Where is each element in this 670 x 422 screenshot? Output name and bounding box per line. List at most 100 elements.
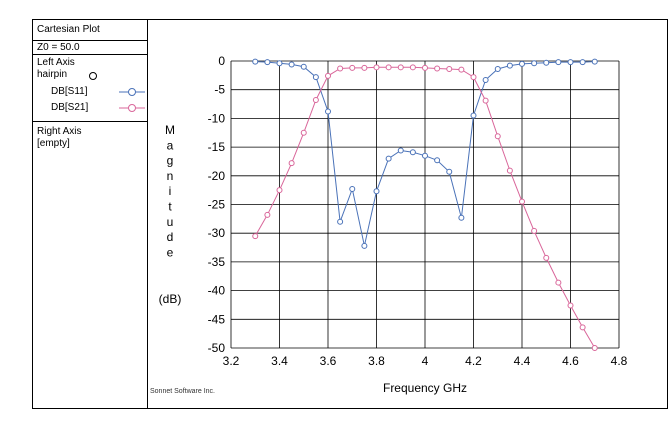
y-tick-label: -20 bbox=[208, 169, 226, 183]
data-point-dbs21 bbox=[555, 279, 562, 286]
legend-label-s21: DB[S21] bbox=[51, 102, 89, 113]
y-tick-label: -40 bbox=[208, 284, 226, 298]
data-point-dbs11 bbox=[531, 60, 538, 67]
data-point-dbs11 bbox=[494, 66, 501, 73]
y-axis-label-letter: e bbox=[167, 245, 174, 259]
data-point-dbs11 bbox=[470, 112, 477, 119]
x-tick-label: 4 bbox=[422, 354, 429, 368]
data-point-dbs11 bbox=[434, 157, 441, 164]
data-point-dbs11 bbox=[422, 152, 428, 159]
data-point-dbs11 bbox=[264, 59, 271, 66]
data-point-dbs11 bbox=[567, 59, 574, 66]
z0-label: Z0 = 50.0 bbox=[37, 42, 80, 53]
data-point-dbs11 bbox=[458, 214, 465, 221]
x-axis-label: Frequency GHz bbox=[383, 381, 467, 395]
plot-area: 3.2 3.4 3.6 3.8 4 4.2 4.4 4.6 4.8 0 -5 -10 -15 -20 -25… bbox=[148, 20, 667, 408]
data-point-dbs11 bbox=[300, 63, 307, 70]
data-point-dbs21 bbox=[288, 160, 295, 167]
data-point-dbs11 bbox=[252, 58, 259, 65]
y-axis-label-letter: n bbox=[167, 169, 174, 183]
data-point-dbs11 bbox=[506, 62, 513, 69]
data-point-dbs21 bbox=[349, 64, 356, 71]
legend-label-s11: DB[S11] bbox=[51, 86, 88, 97]
x-tick-label: 3.6 bbox=[320, 354, 337, 368]
legend-swatch-s11 bbox=[119, 88, 145, 96]
data-point-dbs11 bbox=[543, 59, 550, 66]
z0-section: Z0 = 50.0 bbox=[33, 41, 147, 55]
x-tick-label: 4.4 bbox=[514, 354, 531, 368]
data-point-dbs11 bbox=[397, 147, 404, 154]
y-tick-label: -10 bbox=[208, 111, 226, 125]
data-point-dbs21 bbox=[422, 64, 428, 71]
data-point-dbs11 bbox=[579, 59, 586, 66]
x-tick-label: 3.4 bbox=[271, 354, 288, 368]
data-point-dbs21 bbox=[252, 233, 259, 240]
data-point-dbs11 bbox=[591, 58, 598, 65]
y-tick-label: -35 bbox=[208, 255, 226, 269]
right-axis-label: Right Axis bbox=[37, 126, 82, 137]
data-point-dbs11 bbox=[337, 218, 344, 225]
data-point-dbs21 bbox=[591, 345, 598, 351]
data-point-dbs21 bbox=[337, 65, 344, 72]
data-point-dbs11 bbox=[555, 59, 562, 66]
cartesian-chart: 3.2 3.4 3.6 3.8 4 4.2 4.4 4.6 4.8 0 -5 -10 -15 -20 -25… bbox=[159, 54, 628, 395]
data-point-dbs21 bbox=[276, 187, 283, 194]
data-point-dbs21 bbox=[409, 64, 416, 71]
title-section: Cartesian Plot bbox=[33, 20, 147, 41]
y-axis-label-letter: t bbox=[168, 200, 172, 214]
x-tick-label: 4.8 bbox=[611, 354, 628, 368]
data-point-dbs11 bbox=[519, 60, 525, 67]
data-point-dbs21 bbox=[458, 66, 465, 73]
data-point-dbs11 bbox=[349, 186, 356, 193]
dataset-name: hairpin bbox=[37, 69, 68, 80]
y-axis-unit: (dB) bbox=[159, 292, 182, 306]
y-axis-label-letter: d bbox=[167, 230, 174, 244]
data-point-dbs21 bbox=[446, 66, 453, 73]
y-axis-label-letter: i bbox=[169, 184, 172, 198]
dataset-circle-icon bbox=[89, 72, 97, 80]
x-tick-label: 4.2 bbox=[465, 354, 482, 368]
data-point-dbs21 bbox=[264, 211, 271, 218]
data-point-dbs21 bbox=[543, 254, 550, 261]
y-axis-label-letter: M bbox=[165, 123, 175, 137]
plot-title: Cartesian Plot bbox=[37, 24, 100, 35]
data-point-dbs21 bbox=[494, 133, 501, 140]
y-tick-label: -45 bbox=[208, 312, 226, 326]
y-tick-label: -30 bbox=[208, 226, 226, 240]
y-axis-label-letter: g bbox=[167, 154, 174, 168]
y-tick-label: -25 bbox=[208, 198, 226, 212]
data-point-dbs21 bbox=[579, 324, 586, 331]
data-point-dbs21 bbox=[531, 227, 538, 234]
plot-window: Cartesian Plot Z0 = 50.0 Left Axis hairp… bbox=[32, 19, 668, 409]
x-tick-label: 3.8 bbox=[368, 354, 385, 368]
data-point-dbs21 bbox=[470, 74, 477, 81]
data-point-dbs11 bbox=[446, 168, 453, 175]
data-point-dbs21 bbox=[519, 198, 525, 205]
data-point-dbs21 bbox=[312, 97, 319, 104]
y-tick-label: -15 bbox=[208, 140, 226, 154]
right-axis-section[interactable]: Right Axis [empty] bbox=[33, 122, 147, 408]
data-point-dbs11 bbox=[409, 149, 416, 156]
data-point-dbs21 bbox=[567, 302, 574, 309]
left-axis-label: Left Axis bbox=[37, 57, 75, 68]
data-point-dbs11 bbox=[288, 61, 295, 68]
left-axis-section[interactable]: Left Axis hairpin DB[S11] DB[S21] bbox=[33, 55, 147, 122]
credit-text: Sonnet Software Inc. bbox=[150, 388, 215, 395]
data-point-dbs11 bbox=[325, 108, 331, 115]
data-point-dbs11 bbox=[482, 76, 489, 83]
data-point-dbs21 bbox=[385, 64, 392, 71]
x-tick-label: 4.6 bbox=[562, 354, 579, 368]
data-point-dbs21 bbox=[434, 65, 441, 72]
data-point-dbs11 bbox=[373, 188, 380, 195]
data-point-dbs11 bbox=[385, 155, 392, 162]
right-axis-value: [empty] bbox=[37, 138, 70, 149]
legend-swatch-s21 bbox=[119, 104, 145, 112]
data-point-dbs11 bbox=[276, 60, 283, 67]
data-point-dbs21 bbox=[506, 167, 513, 174]
y-axis-label-letter: a bbox=[167, 138, 174, 152]
data-point-dbs21 bbox=[397, 64, 404, 71]
y-axis-label-letter: u bbox=[167, 215, 174, 229]
x-tick-label: 3.2 bbox=[223, 354, 240, 368]
y-tick-label: -50 bbox=[208, 341, 226, 355]
data-point-dbs21 bbox=[482, 97, 489, 104]
